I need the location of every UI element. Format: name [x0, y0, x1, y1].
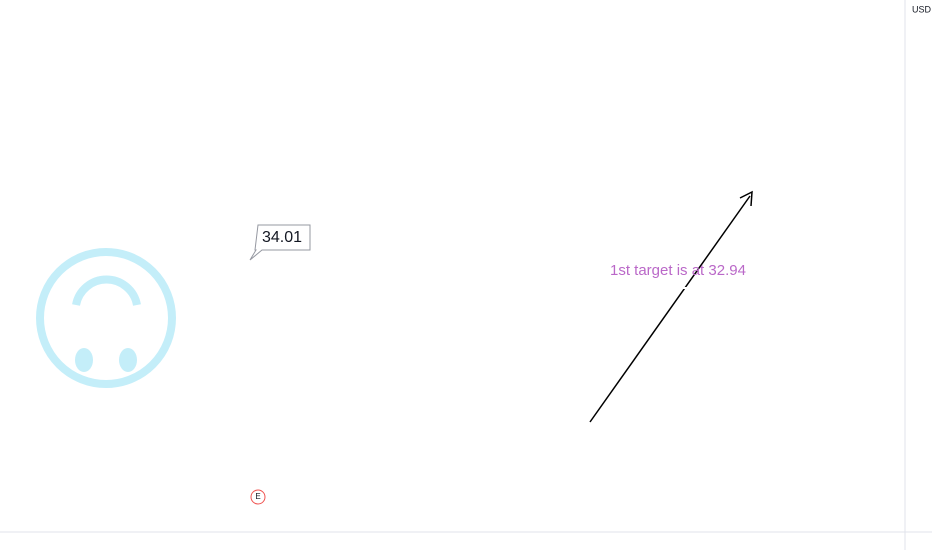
watermark-logo [36, 248, 176, 388]
earnings-badge [250, 489, 266, 505]
logo-circle [36, 248, 176, 388]
logo-eye [75, 348, 93, 372]
callout-box [249, 224, 311, 261]
logo-eye [119, 348, 137, 372]
target-note: 1st target is at 32.94 [610, 262, 746, 279]
callout-label: 34.01 [262, 229, 302, 246]
currency: USD [912, 4, 932, 14]
earnings: E [250, 489, 266, 505]
logo-arc [72, 275, 141, 306]
arrow-head [739, 190, 753, 207]
arrow [589, 195, 751, 423]
earnings-label: E [255, 492, 260, 501]
callout: 34.01 [249, 224, 311, 261]
